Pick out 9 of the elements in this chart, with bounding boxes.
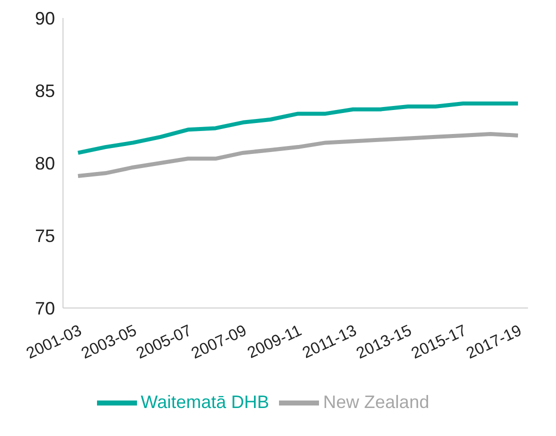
y-tick-label: 80 — [34, 153, 55, 174]
line-series — [76, 132, 520, 178]
y-tick-label: 90 — [34, 8, 55, 28]
line-series — [76, 102, 520, 155]
y-tick-label: 70 — [34, 298, 55, 318]
legend-label: Waitematā DHB — [140, 392, 270, 412]
y-tick-label: 75 — [34, 226, 55, 246]
legend-label: New Zealand — [323, 392, 430, 412]
y-tick-label: 85 — [34, 80, 55, 101]
